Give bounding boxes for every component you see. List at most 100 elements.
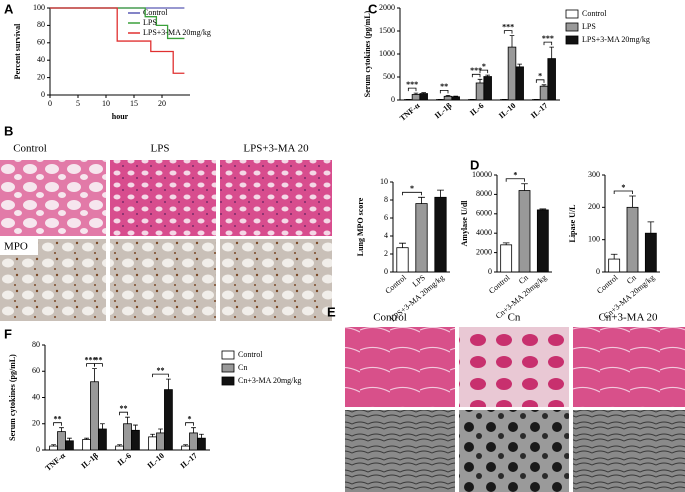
significance-label: ** — [54, 415, 62, 424]
significance-label: *** — [470, 66, 482, 75]
micrograph — [573, 410, 685, 492]
bar — [443, 95, 453, 101]
significance-bracket — [53, 422, 62, 426]
legend-swatch — [565, 35, 579, 45]
x-tick-label: IL-1β — [433, 101, 454, 120]
column-label: Cn — [508, 312, 521, 324]
y-tick-label: 2000 — [476, 247, 492, 256]
error-bar — [610, 253, 618, 260]
error-bar — [183, 444, 188, 447]
bar — [518, 190, 531, 273]
error-bar — [158, 428, 163, 433]
legend-swatch — [565, 9, 579, 19]
legend-swatch — [221, 363, 235, 373]
y-tick-label: 0 — [596, 267, 600, 276]
error-bar — [629, 195, 636, 208]
bar — [411, 94, 421, 101]
y-tick-label: 80 — [32, 340, 40, 349]
significance-label: * — [410, 184, 414, 193]
micrograph — [345, 410, 455, 492]
error-bar — [421, 92, 426, 94]
x-tick-label: Control — [487, 273, 512, 296]
bar — [90, 381, 99, 451]
error-bar — [418, 196, 425, 204]
x-axis-label: hour — [112, 112, 129, 121]
legend-label: Control — [238, 350, 263, 359]
y-tick-label: 40 — [37, 55, 45, 64]
significance-bracket — [119, 411, 128, 416]
panel-letter: A — [4, 1, 14, 16]
x-tick-label: IL-6 — [468, 101, 485, 118]
y-axis-label: Lipase U/L — [568, 204, 577, 242]
significance-label: * — [621, 183, 625, 192]
y-tick-label: 8 — [384, 195, 388, 204]
panel-letter: B — [4, 123, 13, 138]
bar — [181, 445, 190, 451]
bar — [49, 445, 58, 451]
legend-label: Control — [143, 8, 168, 17]
micrograph — [220, 160, 332, 236]
significance-label: * — [482, 62, 486, 71]
error-bar — [59, 427, 64, 432]
legend-label: Control — [582, 9, 607, 18]
y-tick-label: 4000 — [476, 228, 492, 237]
y-axis-label: Serum cytokines (pg/mL) — [8, 354, 17, 441]
y-tick-label: 1000 — [379, 49, 395, 58]
bar — [396, 247, 409, 273]
significance-bracket — [503, 30, 513, 34]
significance-bracket — [94, 363, 103, 367]
x-tick-label: IL-17 — [529, 101, 549, 120]
micrograph — [345, 327, 455, 407]
panel-letter: C — [368, 1, 378, 16]
micrographs-b: Control LPS LPS+3-MA 20 MPO — [0, 143, 332, 321]
significance-bracket — [505, 178, 525, 182]
bar — [434, 196, 447, 273]
legend-label: LPS+3-MA 20mg/kg — [582, 35, 650, 44]
significance-label: *** — [542, 34, 554, 43]
error-bar — [517, 63, 522, 67]
bar — [483, 76, 492, 101]
y-axis-label: Lung MPO score — [356, 197, 365, 256]
bar — [197, 437, 206, 451]
bar — [547, 58, 556, 101]
y-tick-label: 80 — [37, 20, 45, 29]
bar — [536, 209, 549, 273]
error-bar — [399, 242, 406, 248]
y-tick-label: 0 — [391, 95, 395, 104]
error-bar — [539, 208, 547, 210]
significance-label: ** — [94, 355, 102, 364]
y-tick-label: 0 — [384, 267, 388, 276]
bar — [148, 436, 157, 451]
error-bar — [199, 433, 204, 439]
y-axis-label: Serum cytokines (pg/mL) — [363, 10, 372, 97]
x-tick-label: 10 — [102, 99, 110, 108]
bar — [608, 258, 621, 273]
error-bar — [67, 437, 72, 441]
x-tick-label: Control — [595, 273, 620, 296]
y-tick-label: 1500 — [379, 26, 395, 35]
error-bar — [502, 242, 510, 245]
y-tick-label: 20 — [37, 72, 45, 81]
y-axis-label: Percent survival — [13, 23, 22, 79]
error-bar — [150, 433, 155, 437]
legend-label: LPS — [582, 22, 596, 31]
column-label: Control — [373, 312, 407, 324]
error-bar — [100, 423, 105, 429]
bar — [65, 440, 74, 451]
panel-letter: F — [4, 326, 12, 341]
x-tick-label: IL-10 — [146, 451, 166, 470]
significance-bracket — [152, 373, 169, 378]
significance-bracket — [402, 191, 422, 196]
bar — [415, 203, 428, 273]
micrographs-e: Control Cn Cn+3-MA 20 — [345, 312, 685, 492]
bar — [515, 66, 524, 101]
bar — [189, 432, 198, 451]
significance-bracket — [471, 73, 481, 78]
y-tick-label: 2 — [384, 249, 388, 258]
legend-label: Cn — [238, 363, 247, 372]
micrograph — [573, 327, 685, 407]
significance-label: *** — [502, 22, 514, 31]
significance-label: * — [188, 415, 192, 424]
bar — [98, 428, 107, 451]
legend-label: LPS+3-MA 20mg/kg — [143, 28, 211, 37]
